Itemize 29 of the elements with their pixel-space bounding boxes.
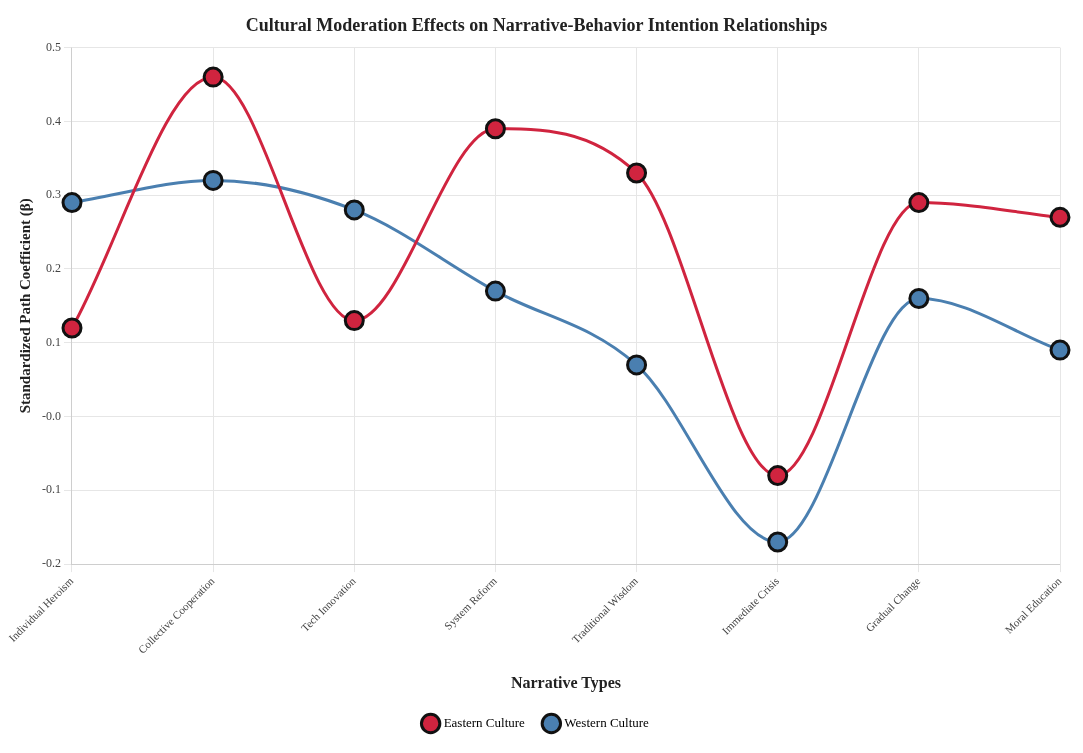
y-tick-label: 0.1 [46,334,61,349]
point [484,280,506,302]
point [343,199,365,221]
point [61,192,83,214]
point [908,192,930,214]
legend-label: Western Culture [564,714,650,730]
y-tick-label: 0.2 [46,261,61,276]
point [1049,206,1071,228]
point [202,66,224,88]
x-axis-title: Narrative Types [510,673,622,692]
legend-label: Eastern Culture [443,714,526,730]
point [767,531,789,553]
y-tick-label: -0.0 [42,408,61,423]
point [626,162,648,184]
chart-title: Cultural Moderation Effects on Narrative-Behavior Intention Relationships [245,15,828,36]
y-tick-label: 0.4 [46,113,61,128]
point [61,317,83,339]
point [202,169,224,191]
y-tick-label: 0.5 [46,39,61,54]
point [767,465,789,487]
y-tick-label: -0.2 [42,556,61,571]
point [484,118,506,140]
y-tick-label: -0.1 [42,482,61,497]
y-tick-label: 0.3 [46,187,61,202]
point [343,310,365,332]
point [1049,339,1071,361]
y-axis-title: Standardized Path Coefficient (β) [16,198,34,414]
point [908,287,930,309]
point [626,354,648,376]
